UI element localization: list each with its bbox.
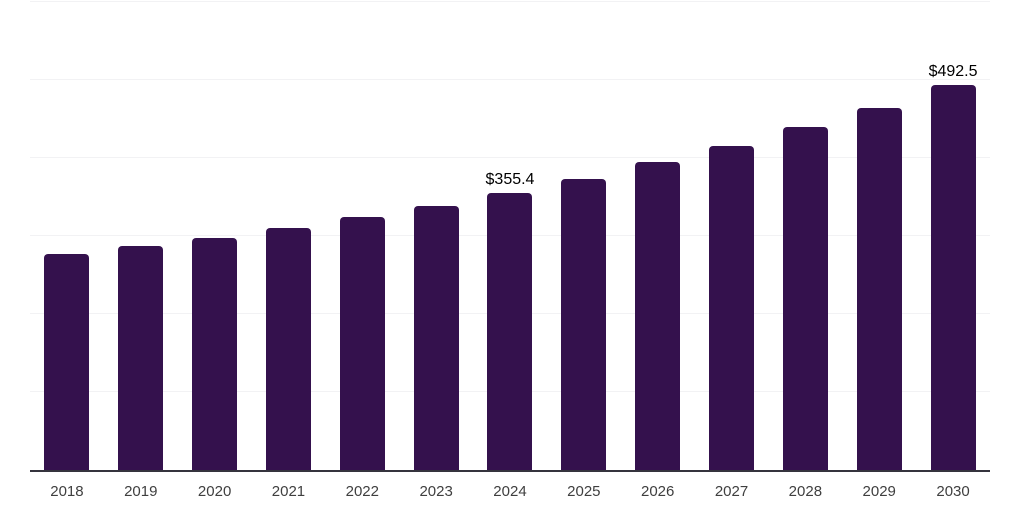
x-tick-2020: 2020	[197, 483, 232, 500]
gridline-600	[30, 1, 990, 2]
bar-2027	[709, 146, 755, 470]
band-2023	[399, 0, 473, 470]
x-tick-2021: 2021	[271, 483, 306, 500]
bar-2019	[118, 245, 164, 470]
x-tick-2019: 2019	[124, 483, 158, 500]
band-2030: $492.5	[916, 0, 990, 470]
bar-2020	[192, 237, 238, 470]
bar-2018	[44, 253, 90, 470]
x-tick-2030: 2030	[936, 483, 970, 500]
x-tick-2028: 2028	[788, 483, 823, 500]
bars-container: $355.4 $492.5	[30, 0, 990, 470]
bar-2026	[635, 162, 681, 470]
band-2029	[842, 0, 916, 470]
plot-area: $355.4 $492.5	[30, 0, 990, 472]
bar-2028	[782, 127, 828, 470]
x-tick-2026: 2026	[640, 483, 675, 500]
bar-2029	[856, 107, 902, 470]
bar-2023	[413, 205, 459, 470]
band-2022	[325, 0, 399, 470]
x-tick-2027: 2027	[714, 483, 749, 500]
band-2019	[104, 0, 178, 470]
band-2028	[768, 0, 842, 470]
x-tick-2029: 2029	[862, 483, 896, 500]
data-label-2030: $492.5	[928, 63, 978, 81]
x-tick-2022: 2022	[345, 483, 379, 500]
gridline-500	[30, 79, 990, 81]
band-2027	[695, 0, 769, 470]
band-2020	[178, 0, 252, 470]
x-tick-2023: 2023	[419, 483, 453, 500]
bar-2021	[265, 228, 311, 470]
band-2018	[30, 0, 104, 470]
bar-2030	[930, 85, 976, 470]
x-tick-2025: 2025	[567, 483, 601, 500]
band-2025	[547, 0, 621, 470]
band-2021	[252, 0, 326, 470]
x-tick-2024: 2024	[493, 483, 527, 500]
band-2024: $355.4	[473, 0, 547, 470]
x-tick-2018: 2018	[50, 483, 84, 500]
data-label-2024: $355.4	[485, 170, 535, 188]
band-2026	[621, 0, 695, 470]
bar-2025	[561, 178, 607, 470]
gridline-400	[30, 157, 990, 159]
bar-2024	[487, 192, 533, 470]
x-axis-labels: 2018 2019 2020 2021 2022 2023 2024 2025 2026 2027…	[30, 472, 990, 499]
bar-2022	[339, 217, 385, 470]
